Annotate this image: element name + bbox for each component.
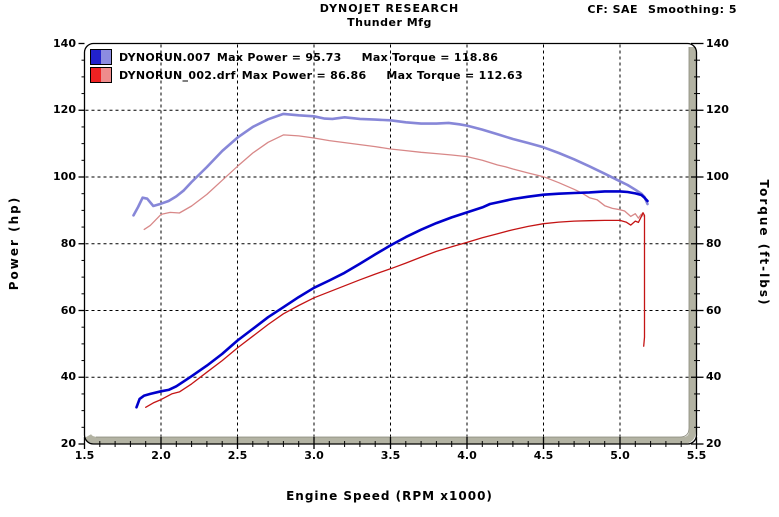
torque-tick-label-40: 40 [706,370,722,384]
correction-smoothing-info: CF: SAE Smoothing: 5 [587,3,737,16]
x-tick-label-3.0: 3.0 [304,449,324,462]
legend-row-run2: DYNORUN_002.drf Max Power = 86.86 Max Torq… [90,66,523,84]
torque-tick-label-80: 80 [706,236,722,250]
torque-tick-label-140: 140 [706,36,729,50]
report-subtitle: Thunder Mfg [347,16,432,29]
power-tick-label-20: 20 [60,437,76,450]
frame-3d-band [84,47,696,444]
curve-dynorun-007-power [135,190,649,409]
power-tick-label-80: 80 [60,236,76,250]
smoothing-label: Smoothing: 5 [648,3,737,16]
x-tick-label-3.5: 3.5 [380,449,401,462]
report-title: DYNOJET RESEARCH [319,2,460,15]
power-tick-label-100: 100 [53,170,76,183]
x-tick-label-2.0: 2.0 [151,449,171,462]
legend-run1-max-torque: Max Torque = 118.86 [361,50,499,64]
gridlines [85,44,693,440]
power-tick-label-60: 60 [60,303,76,317]
legend-run2-max-power: Max Power = 86.86 [241,68,367,82]
legend-text-run2: DYNORUN_002.drf Max Power = 86.86 Max Torq… [119,69,523,82]
legend-text-run1: DYNORUN.007 Max Power = 95.73 Max Torque =… [119,51,498,64]
axis-ticks [78,42,704,449]
legend-row-run1: DYNORUN.007 Max Power = 95.73 Max Torque =… [90,48,523,66]
x-tick-label-5.5: 5.5 [686,449,707,462]
torque-tick-label-20: 20 [706,437,722,450]
power-tick-label-40: 40 [60,370,76,384]
x-tick-label-5.0: 5.0 [610,449,630,462]
torque-axis-title: Torque (ft-lbs) [757,179,771,307]
correction-factor-label: CF: SAE [587,3,639,16]
power-tick-label-140: 140 [53,36,76,50]
legend-run2-file: DYNORUN_002.drf [119,68,236,82]
legend: DYNORUN.007 Max Power = 95.73 Max Torque =… [90,48,523,84]
curve-dynorun-002-drf-power [145,212,646,408]
legend-run1-max-power: Max Power = 95.73 [216,50,342,64]
engine-speed-axis-title: Engine Speed (RPM x1000) [286,489,493,503]
torque-tick-label-60: 60 [706,303,722,317]
legend-swatch-run2 [90,67,112,83]
legend-swatch-run1 [90,49,112,65]
power-axis-title: Power (hp) [7,195,21,291]
power-tick-label-120: 120 [53,103,76,117]
torque-tick-label-120: 120 [706,103,729,117]
x-tick-label-2.5: 2.5 [227,449,248,462]
x-tick-label-4.0: 4.0 [457,449,477,462]
legend-run2-max-torque: Max Torque = 112.63 [386,68,523,82]
curve-dynorun-002-drf-torque [143,134,644,231]
curve-dynorun-007-torque [132,112,649,217]
x-tick-label-4.5: 4.5 [533,449,554,462]
torque-tick-label-100: 100 [706,170,729,183]
x-tick-label-1.5: 1.5 [74,449,95,462]
dyno-curves [132,112,649,409]
legend-run1-file: DYNORUN.007 [119,50,211,64]
